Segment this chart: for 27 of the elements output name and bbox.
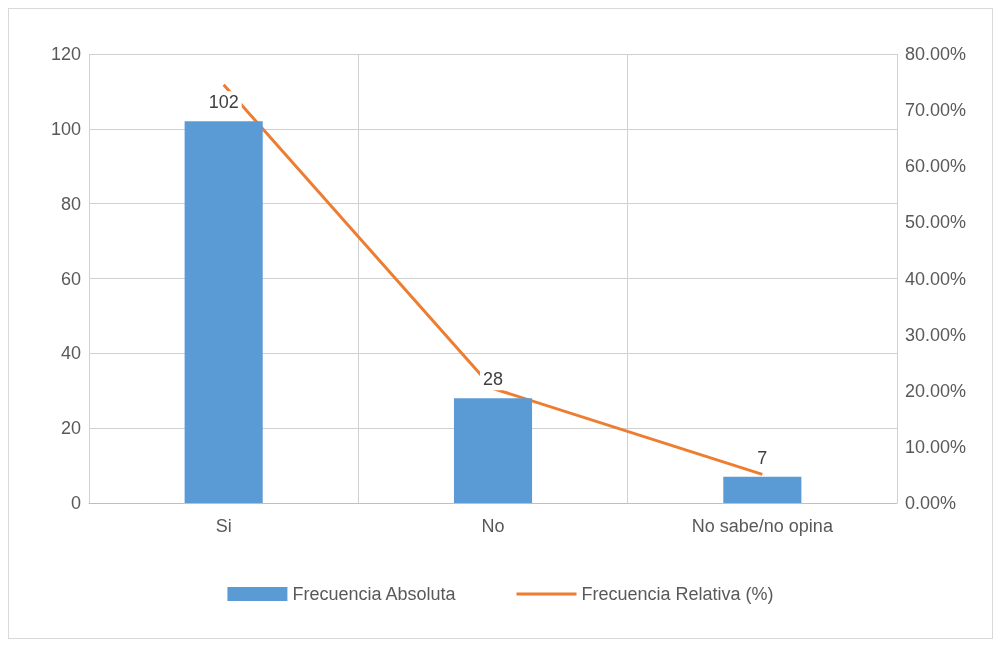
y-tick-label: 80	[60, 193, 81, 214]
y2-tick-label: 80.00%	[905, 44, 967, 64]
bar	[184, 121, 263, 503]
data-label: 28	[482, 369, 504, 390]
y2-tick-label: 60.00%	[905, 156, 967, 177]
legend-label: Frecuencia Relativa (%)	[581, 584, 774, 604]
y2-tick-label: 0.00%	[905, 493, 957, 513]
x-tick-label: Si	[215, 516, 232, 536]
y-tick-label: 120	[50, 44, 81, 64]
y2-tick-label: 70.00%	[905, 100, 967, 121]
y2-tick-label: 50.00%	[905, 212, 967, 233]
y2-tick-label: 10.00%	[905, 436, 967, 457]
y2-tick-label: 40.00%	[905, 268, 967, 289]
bar	[453, 398, 533, 503]
legend-label: Frecuencia Absoluta	[292, 584, 457, 604]
y2-tick-label: 30.00%	[905, 324, 967, 345]
bar	[723, 476, 802, 503]
y-tick-label: 60	[60, 268, 81, 289]
y-tick-label: 20	[60, 418, 81, 439]
y-tick-label: 100	[50, 118, 81, 139]
x-tick-label: No	[481, 516, 505, 536]
data-label: 7	[757, 447, 768, 468]
y2-tick-label: 20.00%	[905, 380, 967, 401]
x-tick-label: No sabe/no opina	[691, 516, 834, 536]
data-label: 102	[208, 92, 239, 113]
y-tick-label: 40	[60, 343, 81, 364]
y-tick-label: 0	[70, 493, 81, 513]
